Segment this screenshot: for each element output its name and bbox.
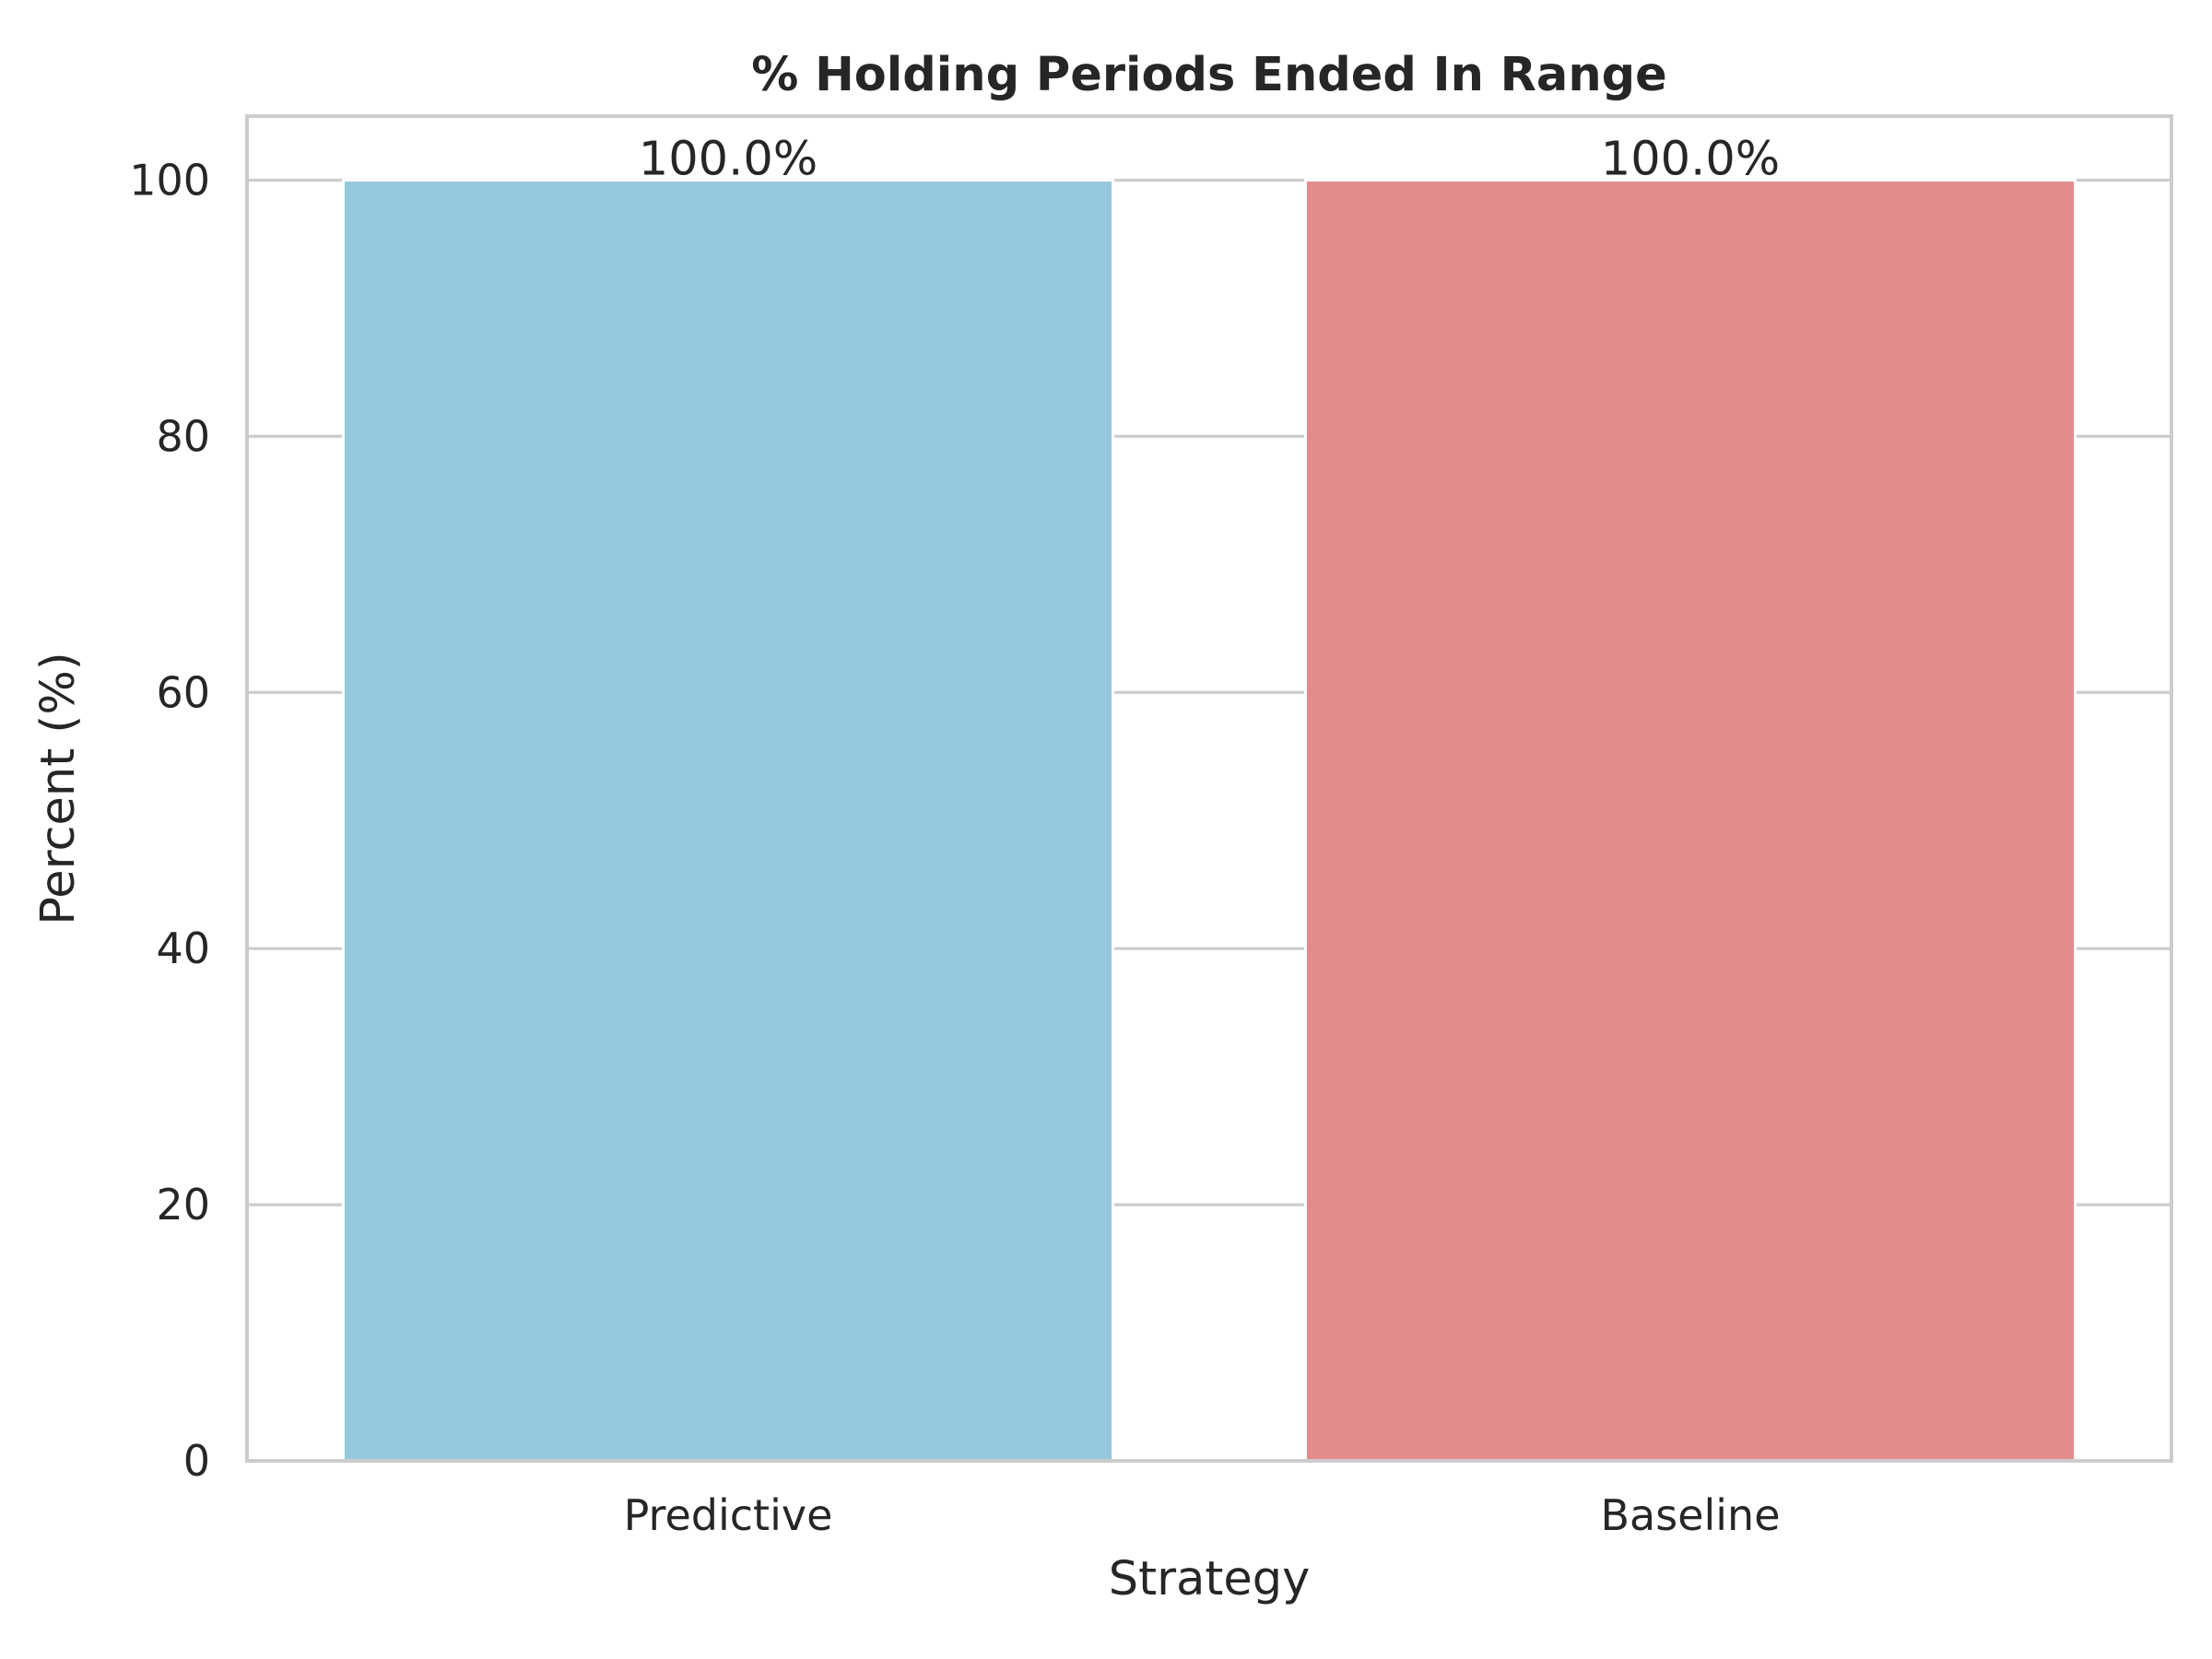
- data-labels: 100.0% 100.0%: [639, 132, 1780, 186]
- y-tick-label: 80: [156, 411, 210, 461]
- bars: [341, 178, 2077, 1463]
- x-tick-label: Predictive: [624, 1490, 833, 1540]
- bar-predictive: [341, 178, 1115, 1463]
- plot-frame: [245, 114, 2173, 1463]
- y-tick-label: 100: [129, 155, 210, 205]
- y-tick-labels: 0 20 40 60 80 100: [129, 155, 210, 1486]
- y-axis-title: Percent (%): [31, 652, 86, 924]
- y-tick-label: 60: [156, 667, 210, 717]
- chart-title: % Holding Periods Ended In Range: [751, 48, 1667, 102]
- x-tick-label: Baseline: [1600, 1490, 1780, 1540]
- x-tick-labels: Predictive Baseline: [624, 1490, 1781, 1540]
- y-tick-label: 40: [156, 924, 210, 973]
- data-label: 100.0%: [1601, 132, 1780, 186]
- x-axis-title: Strategy: [1109, 1552, 1311, 1606]
- data-label: 100.0%: [639, 132, 818, 186]
- bar-baseline: [1303, 178, 2077, 1463]
- y-tick-label: 0: [183, 1436, 210, 1486]
- y-tick-label: 20: [156, 1180, 210, 1230]
